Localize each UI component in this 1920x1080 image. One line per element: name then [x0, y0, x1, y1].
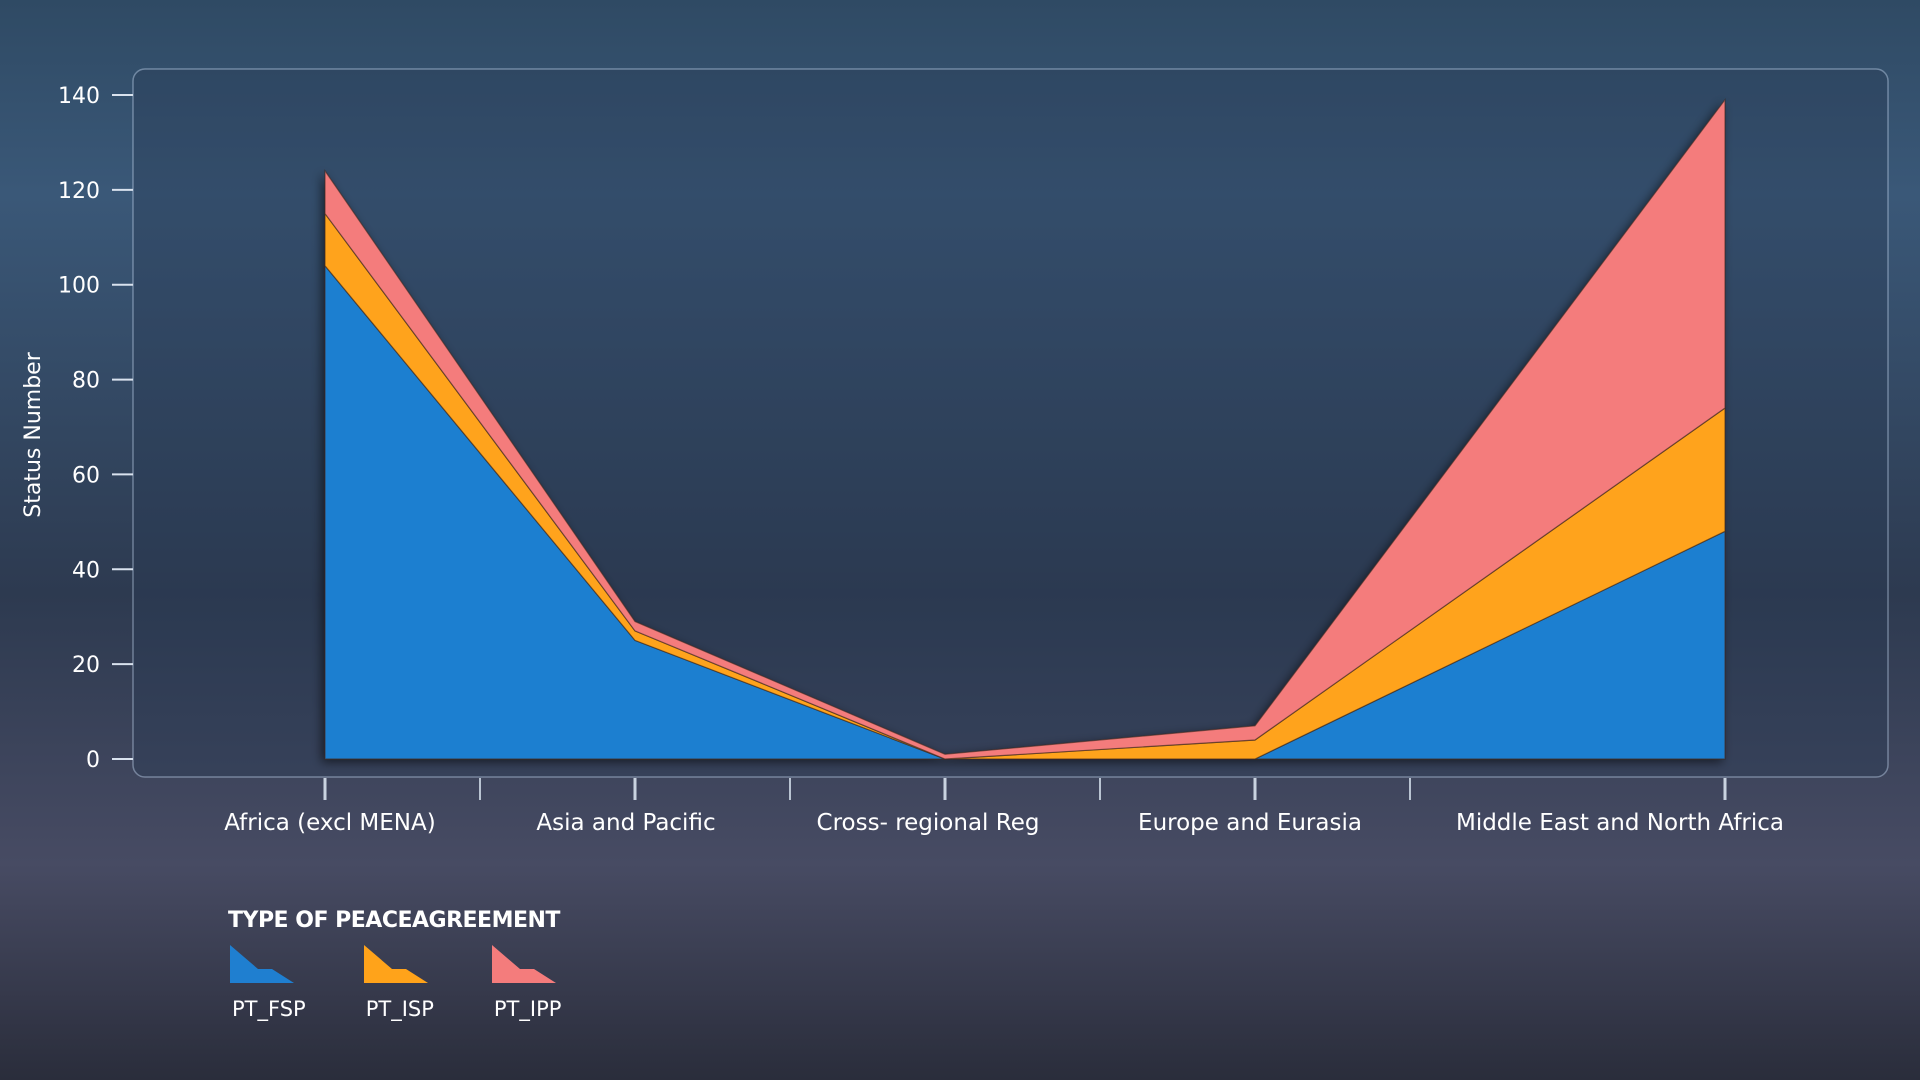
legend-title: TYPE OF PEACEAGREEMENT [228, 908, 560, 933]
y-tick-label: 20 [72, 653, 100, 678]
x-tick-label: Asia and Pacific [536, 810, 715, 836]
x-tick-label: Middle East and North Africa [1456, 810, 1784, 836]
x-tick-label: Cross- regional Reg [817, 810, 1040, 836]
legend-swatch-pt-isp-icon [363, 945, 428, 983]
y-tick-label: 100 [58, 274, 100, 299]
y-tick-label: 60 [72, 463, 100, 488]
y-tick-label: 0 [86, 748, 100, 773]
x-tick-label: Africa (excl MENA) [224, 810, 435, 836]
y-tick-label: 40 [72, 558, 100, 583]
legend-item-pt-ipp[interactable]: PT_IPP [490, 943, 562, 1021]
y-axis-title: Status Number [21, 351, 46, 517]
x-axis: Africa (excl MENA) Asia and Pacific Cross-… [224, 778, 1784, 836]
legend-items: PT_FSP PT_ISP PT_IPP [228, 943, 561, 1021]
legend-label-pt-ipp: PT_IPP [493, 997, 562, 1021]
y-tick-label: 140 [58, 84, 100, 109]
legend-item-pt-fsp[interactable]: PT_FSP [228, 943, 306, 1021]
x-tick-label: Europe and Eurasia [1138, 810, 1362, 836]
legend-label-pt-fsp: PT_FSP [232, 997, 306, 1021]
legend-swatch-pt-fsp-icon [230, 945, 294, 983]
area-pt-ipp[interactable] [324, 97, 1726, 760]
legend-item-pt-isp[interactable]: PT_ISP [362, 943, 434, 1021]
legend-label-pt-isp: PT_ISP [365, 997, 434, 1021]
y-tick-label: 80 [72, 369, 100, 394]
area-series-group [324, 97, 1726, 760]
y-axis: 0 20 40 60 80 100 120 140 [58, 84, 133, 773]
legend: TYPE OF PEACEAGREEMENT PT_FSP PT_ISP PT_… [228, 908, 561, 1021]
legend-swatch-pt-ipp-icon [491, 945, 556, 983]
y-tick-label: 120 [58, 179, 100, 204]
